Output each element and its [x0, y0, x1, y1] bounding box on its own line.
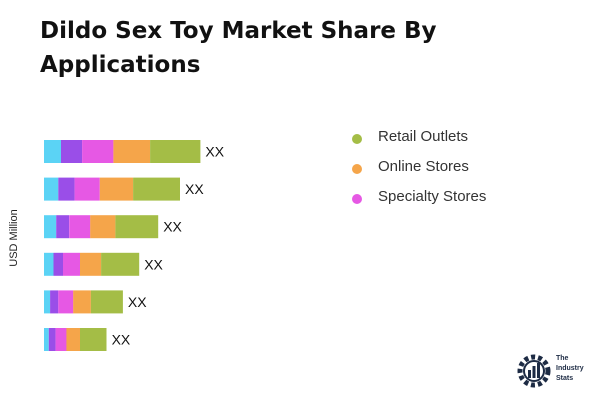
bar-segment-row4-series4	[80, 252, 102, 276]
bar-segment-row6-series2	[48, 328, 56, 351]
bar-segment-row3-series5	[115, 215, 159, 239]
bar-segment-row2-series3	[74, 177, 100, 201]
bar-segment-row5-series5	[90, 290, 123, 314]
bar-segment-row3-series3	[69, 215, 91, 239]
brand-logo: The Industry Stats	[514, 350, 594, 390]
bar-segment-row4-series1	[44, 252, 54, 276]
bar-segment-row4-series3	[63, 252, 80, 276]
bar-segment-row4-series5	[101, 252, 140, 276]
bar-segment-row3-series4	[90, 215, 116, 239]
bar-value-label: XX	[128, 294, 147, 310]
bar-segment-row5-series4	[73, 290, 91, 314]
bar-segment-row6-series3	[55, 328, 67, 351]
bar-segment-row1-series3	[82, 140, 114, 163]
bar-segment-row2-series2	[58, 177, 75, 201]
gear-bars-logo-icon	[517, 354, 551, 388]
bar-segment-row2-series4	[99, 177, 134, 201]
bar-segment-row3-series2	[56, 215, 70, 239]
bar-value-label: XX	[112, 332, 131, 348]
bar-segment-row1-series2	[61, 140, 83, 163]
bar-value-label: XX	[163, 219, 182, 235]
logo-line-1: The	[556, 355, 569, 362]
bar-segment-row6-series1	[44, 328, 49, 351]
bar-segment-row1-series4	[113, 140, 151, 163]
bar-segment-row5-series2	[50, 290, 59, 314]
bar-segment-row6-series5	[80, 328, 107, 351]
bar-value-label: XX	[144, 256, 163, 272]
bar-segment-row6-series4	[66, 328, 80, 351]
logo-line-3: Stats	[556, 375, 574, 382]
logo-line-2: Industry	[556, 365, 584, 372]
legend-label: Specialty Stores	[378, 188, 487, 205]
legend-swatch	[352, 164, 362, 174]
legend-swatch	[352, 134, 362, 144]
legend-label: Online Stores	[378, 158, 469, 175]
legend-swatch	[352, 194, 362, 204]
bar-segment-row1-series1	[44, 140, 61, 163]
legend-label: Retail Outlets	[378, 128, 469, 145]
bar-value-label: XX	[185, 181, 204, 197]
bar-segment-row3-series1	[44, 215, 57, 239]
bar-segment-row2-series1	[44, 177, 59, 201]
bar-segment-row5-series3	[58, 290, 74, 314]
bar-segment-row4-series2	[53, 252, 63, 276]
bar-segment-row2-series5	[133, 177, 180, 201]
chart-title: Dildo Sex Toy Market Share By Applicatio…	[40, 18, 437, 78]
bar-segment-row5-series1	[44, 290, 51, 314]
bar-value-label: XX	[205, 144, 224, 160]
bar-segment-row1-series5	[150, 140, 201, 163]
